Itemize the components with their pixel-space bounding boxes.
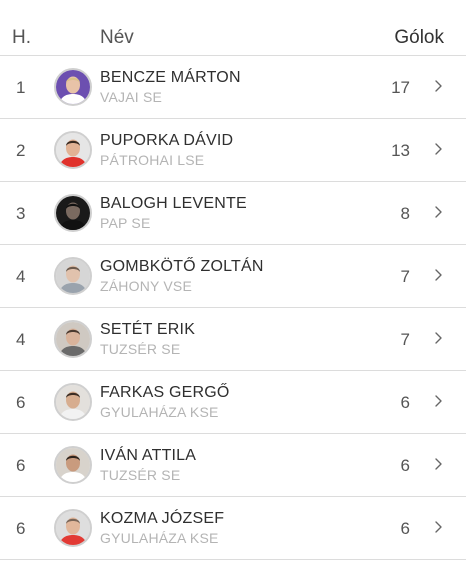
player-name: PUPORKA DÁVID	[100, 132, 234, 149]
player-goals: 6	[400, 393, 410, 412]
player-row[interactable]: 6 IVÁN ATTILA TUZSÉR SE 6	[0, 434, 466, 497]
player-avatar-image	[56, 385, 90, 419]
header-name: Név	[100, 27, 134, 48]
player-club: GYULAHÁZA KSE	[100, 530, 219, 546]
player-club: PAP SE	[100, 215, 151, 231]
player-rank: 6	[16, 519, 26, 538]
player-row[interactable]: 3 BALOGH LEVENTE PAP SE 8	[0, 182, 466, 245]
player-goals: 17	[391, 78, 410, 97]
player-goals: 13	[391, 141, 410, 160]
chevron-right-icon[interactable]	[432, 140, 446, 158]
chevron-right-icon[interactable]	[432, 203, 446, 221]
player-rank: 4	[16, 267, 26, 286]
player-avatar-image	[56, 259, 90, 293]
chevron-right-icon[interactable]	[432, 329, 446, 347]
player-club: GYULAHÁZA KSE	[100, 404, 219, 420]
player-name: BALOGH LEVENTE	[100, 195, 247, 212]
player-avatar-image	[56, 70, 90, 104]
player-avatar	[54, 446, 92, 484]
player-goals: 6	[400, 456, 410, 475]
player-club: TUZSÉR SE	[100, 467, 181, 483]
header-rank: H.	[12, 27, 31, 48]
player-list: 1 BENCZE MÁRTON VAJAI SE 17 2 PUPORKA DÁ	[0, 56, 466, 560]
player-avatar	[54, 257, 92, 295]
player-club: TUZSÉR SE	[100, 341, 181, 357]
player-name: BENCZE MÁRTON	[100, 69, 241, 86]
player-name: GOMBKÖTŐ ZOLTÁN	[100, 258, 264, 275]
header-goals: Gólok	[394, 27, 444, 48]
chevron-right-icon[interactable]	[432, 266, 446, 284]
player-avatar-image	[56, 448, 90, 482]
player-goals: 7	[400, 267, 410, 286]
player-name: FARKAS GERGŐ	[100, 384, 230, 401]
player-rank: 6	[16, 393, 26, 412]
player-rank: 2	[16, 141, 26, 160]
player-avatar-image	[56, 511, 90, 545]
player-rank: 3	[16, 204, 26, 223]
player-row[interactable]: 1 BENCZE MÁRTON VAJAI SE 17	[0, 56, 466, 119]
player-row[interactable]: 6 KOZMA JÓZSEF GYULAHÁZA KSE 6	[0, 497, 466, 560]
player-avatar-image	[56, 322, 90, 356]
player-club: ZÁHONY VSE	[100, 278, 192, 294]
player-name: KOZMA JÓZSEF	[100, 510, 225, 527]
player-row[interactable]: 4 SETÉT ERIK TUZSÉR SE 7	[0, 308, 466, 371]
player-avatar	[54, 194, 92, 232]
player-club: VAJAI SE	[100, 89, 163, 105]
player-rank: 6	[16, 456, 26, 475]
player-row[interactable]: 6 FARKAS GERGŐ GYULAHÁZA KSE 6	[0, 371, 466, 434]
player-avatar	[54, 509, 92, 547]
player-avatar	[54, 68, 92, 106]
table-header: H. Név Gólok	[0, 0, 466, 56]
chevron-right-icon[interactable]	[432, 77, 446, 95]
player-avatar	[54, 131, 92, 169]
player-goals: 6	[400, 519, 410, 538]
player-avatar	[54, 320, 92, 358]
player-row[interactable]: 2 PUPORKA DÁVID PÁTROHAI LSE 13	[0, 119, 466, 182]
player-avatar-image	[56, 133, 90, 167]
player-rank: 1	[16, 78, 26, 97]
player-name: IVÁN ATTILA	[100, 447, 197, 464]
chevron-right-icon[interactable]	[432, 518, 446, 536]
player-goals: 8	[400, 204, 410, 223]
chevron-right-icon[interactable]	[432, 455, 446, 473]
player-goals: 7	[400, 330, 410, 349]
top-scorers-table: H. Név Gólok 1 BENCZE MÁRTON VAJAI SE 17…	[0, 0, 466, 560]
player-avatar	[54, 383, 92, 421]
chevron-right-icon[interactable]	[432, 392, 446, 410]
player-rank: 4	[16, 330, 26, 349]
player-club: PÁTROHAI LSE	[100, 152, 205, 168]
player-row[interactable]: 4 GOMBKÖTŐ ZOLTÁN ZÁHONY VSE 7	[0, 245, 466, 308]
player-name: SETÉT ERIK	[100, 321, 196, 338]
player-avatar-image	[56, 196, 90, 230]
